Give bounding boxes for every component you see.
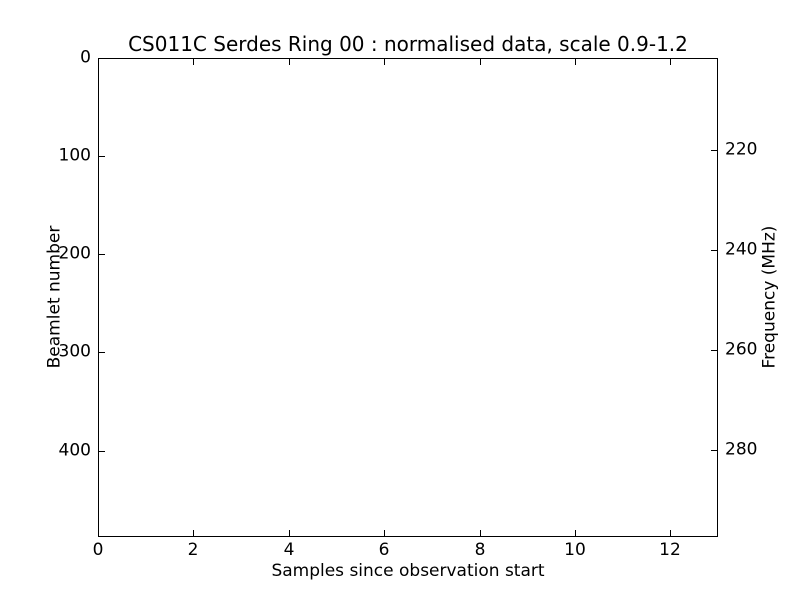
y-axis-right-label: Frequency (MHz) <box>759 225 780 369</box>
x-tick-top <box>289 59 290 65</box>
x-tick-top <box>193 59 194 65</box>
y-tick-right <box>711 350 717 351</box>
y-tick-left-label: 100 <box>58 145 91 166</box>
y-tick-right <box>711 150 717 151</box>
y-axis-left-label: Beamlet number <box>44 225 65 369</box>
y-tick-left-label: 200 <box>58 243 91 264</box>
x-axis-label: Samples since observation start <box>271 561 545 581</box>
x-tick-bottom <box>384 530 385 536</box>
x-tick-top <box>98 59 99 65</box>
y-tick-left <box>99 58 105 59</box>
y-tick-right-label: 220 <box>725 139 758 160</box>
y-tick-right-label: 280 <box>725 439 758 460</box>
x-tick-bottom <box>289 530 290 536</box>
y-tick-left <box>99 254 105 255</box>
y-tick-left <box>99 352 105 353</box>
x-tick-bottom <box>193 530 194 536</box>
x-tick-label: 4 <box>283 540 295 560</box>
x-tick-top <box>670 59 671 65</box>
plot-area <box>98 58 718 537</box>
x-tick-label: 6 <box>378 540 390 560</box>
x-tick-bottom <box>670 530 671 536</box>
y-tick-right <box>711 450 717 451</box>
x-tick-bottom <box>98 530 99 536</box>
y-tick-left-label: 0 <box>80 47 91 68</box>
x-tick-label: 12 <box>659 540 681 560</box>
y-tick-left-label: 400 <box>58 440 91 461</box>
x-tick-bottom <box>575 530 576 536</box>
x-tick-top <box>384 59 385 65</box>
x-tick-top <box>575 59 576 65</box>
y-tick-left-label: 300 <box>58 341 91 362</box>
y-tick-right <box>711 250 717 251</box>
chart-title: CS011C Serdes Ring 00 : normalised data,… <box>128 32 688 56</box>
y-tick-left <box>99 156 105 157</box>
x-tick-label: 10 <box>564 540 586 560</box>
y-tick-left <box>99 451 105 452</box>
x-tick-top <box>480 59 481 65</box>
x-tick-label: 2 <box>187 540 199 560</box>
x-tick-bottom <box>480 530 481 536</box>
x-tick-label: 8 <box>474 540 486 560</box>
y-tick-right-label: 260 <box>725 339 758 360</box>
y-tick-right-label: 240 <box>725 239 758 260</box>
x-tick-label: 0 <box>92 540 104 560</box>
